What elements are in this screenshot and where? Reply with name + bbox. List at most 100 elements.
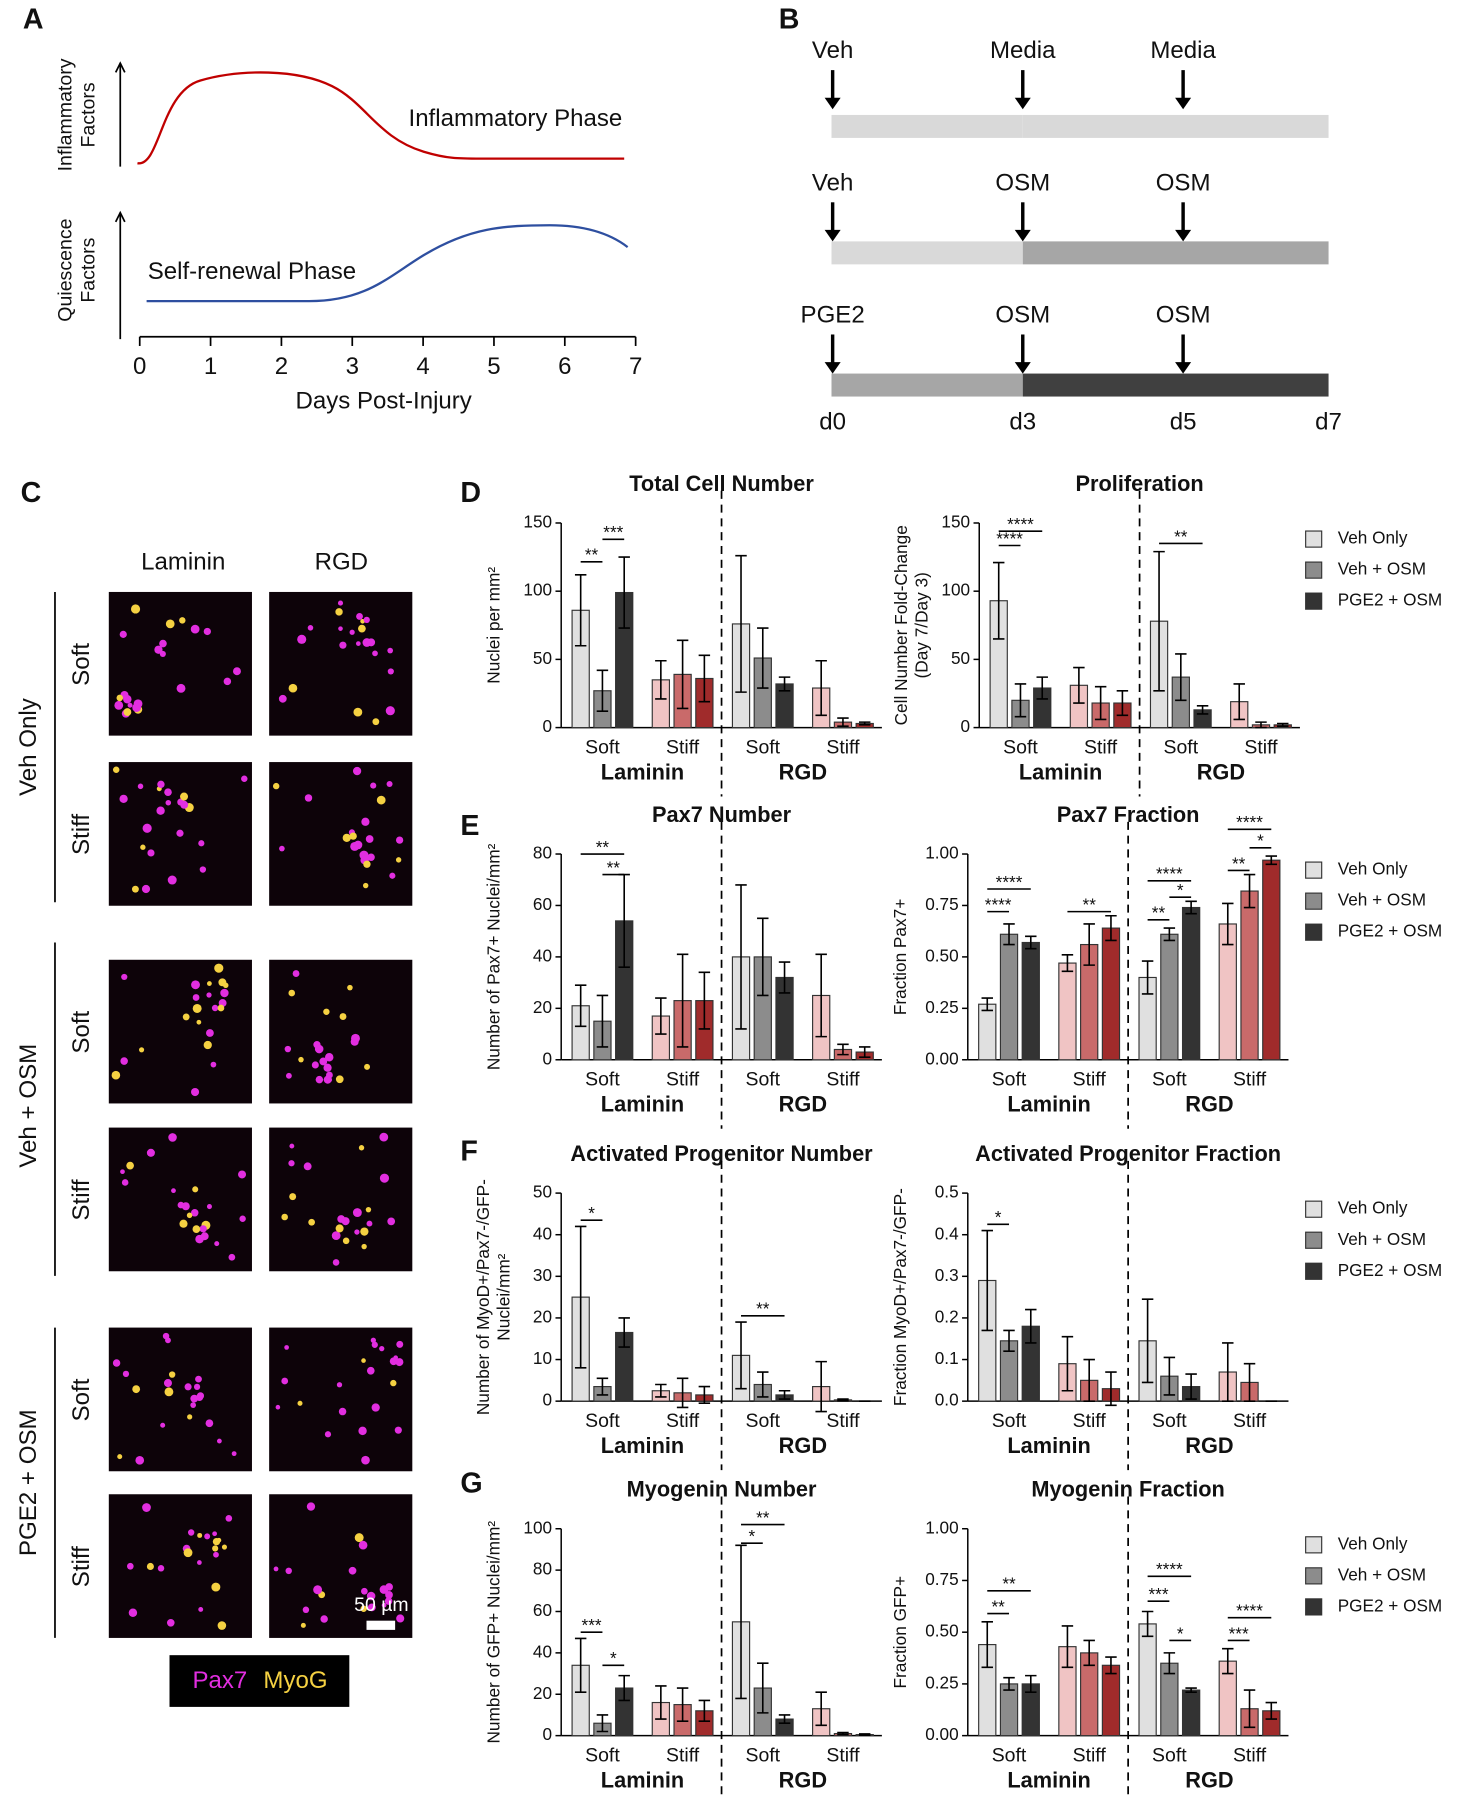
error-bar: [735, 1321, 747, 1390]
nucleus: [335, 1224, 344, 1233]
y-tick-label: 0.75: [925, 894, 958, 914]
nucleus: [308, 1218, 315, 1226]
y-tick-label: 0.3: [935, 1265, 959, 1285]
nucleus: [324, 1053, 334, 1062]
nucleus: [157, 780, 165, 789]
error-bar: [655, 1685, 667, 1720]
y-tick-label: 100: [941, 580, 970, 600]
legend-label: Veh + OSM: [1338, 1564, 1426, 1584]
nucleus: [121, 1179, 129, 1186]
error-bar: [1265, 1701, 1278, 1720]
nucleus: [204, 1533, 211, 1540]
error-bar: [698, 654, 711, 703]
nucleus: [273, 1566, 279, 1572]
legend-swatch: [1305, 892, 1323, 910]
nucleus: [381, 1602, 387, 1608]
y-tick-label: 0: [542, 1390, 552, 1410]
significance-label: *: [995, 1207, 1002, 1227]
bar: [1021, 941, 1040, 1061]
x-tick-label: Stiff: [1244, 736, 1278, 758]
bar: [1181, 906, 1201, 1061]
y-tick-label: 1.00: [925, 1517, 958, 1537]
nucleus: [337, 600, 344, 606]
row-label: Stiff: [68, 1546, 95, 1587]
nucleus: [238, 1170, 247, 1179]
significance-label: ****: [985, 894, 1012, 914]
nucleus: [186, 1212, 193, 1219]
nucleus: [241, 775, 248, 782]
x-tick-label: Soft: [585, 1410, 620, 1432]
nucleus: [112, 766, 120, 774]
error-bar: [574, 1225, 587, 1369]
y-tick-label: 0: [542, 716, 552, 736]
x-tick-label: Soft: [745, 736, 780, 758]
error-bar: [1073, 666, 1085, 704]
nucleus: [206, 981, 212, 986]
nucleus: [358, 1426, 367, 1436]
error-bar: [1277, 722, 1289, 728]
error-bar: [596, 1714, 609, 1733]
y-tick-label: 20: [533, 1683, 552, 1703]
y-axis-label: Nuclei/mm²: [494, 1253, 514, 1340]
y-tick-label: 100: [523, 1517, 552, 1537]
nucleus: [367, 1603, 376, 1612]
error-bar: [757, 1371, 769, 1398]
nucleus: [168, 1371, 176, 1378]
y-axis-label: Number of Pax7+ Nuclei/mm²: [483, 843, 503, 1070]
row-label: Soft: [68, 1010, 95, 1053]
x-tick-label: 2: [275, 353, 288, 380]
nucleus: [127, 1562, 134, 1570]
error-bar: [1255, 721, 1267, 729]
error-bar: [757, 1662, 769, 1714]
arrow-head: [1014, 229, 1031, 242]
nucleus: [199, 1225, 207, 1233]
y-tick-label: 0.25: [925, 1672, 958, 1692]
x-tick-label: Stiff: [666, 736, 700, 758]
bar: [1101, 927, 1121, 1061]
timeline: [1022, 114, 1329, 138]
panel-label: B: [779, 3, 800, 35]
nucleus: [364, 1063, 371, 1070]
legend-label: Veh + OSM: [1338, 1229, 1426, 1249]
nucleus: [195, 1234, 204, 1244]
nucleus: [335, 1075, 344, 1084]
y-tick-label: 150: [941, 512, 970, 532]
nucleus: [361, 817, 370, 826]
error-bar: [1061, 1625, 1074, 1669]
nucleus: [146, 1148, 155, 1157]
significance-label: **: [1232, 853, 1246, 873]
panel-label: A: [23, 3, 44, 35]
error-bar: [676, 953, 689, 1048]
y-tick-label: 0.5: [935, 1182, 959, 1202]
y-tick-label: 20: [533, 1306, 552, 1326]
nucleus: [131, 885, 139, 893]
panel-label: E: [460, 810, 479, 842]
significance-label: *: [1177, 1623, 1184, 1643]
error-bar: [1105, 1371, 1117, 1407]
bar: [1181, 1689, 1201, 1737]
nucleus: [120, 1057, 128, 1065]
row-label: Soft: [68, 643, 95, 686]
group-label: Laminin: [1019, 759, 1102, 784]
nucleus: [199, 866, 207, 873]
nucleus: [163, 1379, 172, 1388]
nucleus: [335, 608, 343, 616]
treatment-label: OSM: [995, 169, 1050, 196]
scale-bar: [366, 1620, 396, 1630]
nucleus: [211, 1004, 219, 1012]
bar: [1240, 890, 1259, 1061]
y-axis-label: Factors: [78, 237, 100, 302]
error-bar: [1196, 704, 1209, 715]
nucleus: [192, 1186, 199, 1193]
nucleus: [213, 1551, 219, 1558]
nucleus: [142, 1503, 151, 1512]
x-tick-label: Stiff: [1233, 1410, 1267, 1432]
y-axis-label: (Day 7/Day 3): [912, 572, 932, 678]
nucleus: [289, 1143, 295, 1149]
nucleus: [390, 1379, 397, 1387]
x-tick-label: Soft: [1003, 736, 1038, 758]
nucleus: [396, 1614, 405, 1623]
nucleus: [120, 1169, 125, 1175]
nucleus: [221, 1544, 228, 1550]
group-label: Laminin: [601, 1433, 684, 1458]
